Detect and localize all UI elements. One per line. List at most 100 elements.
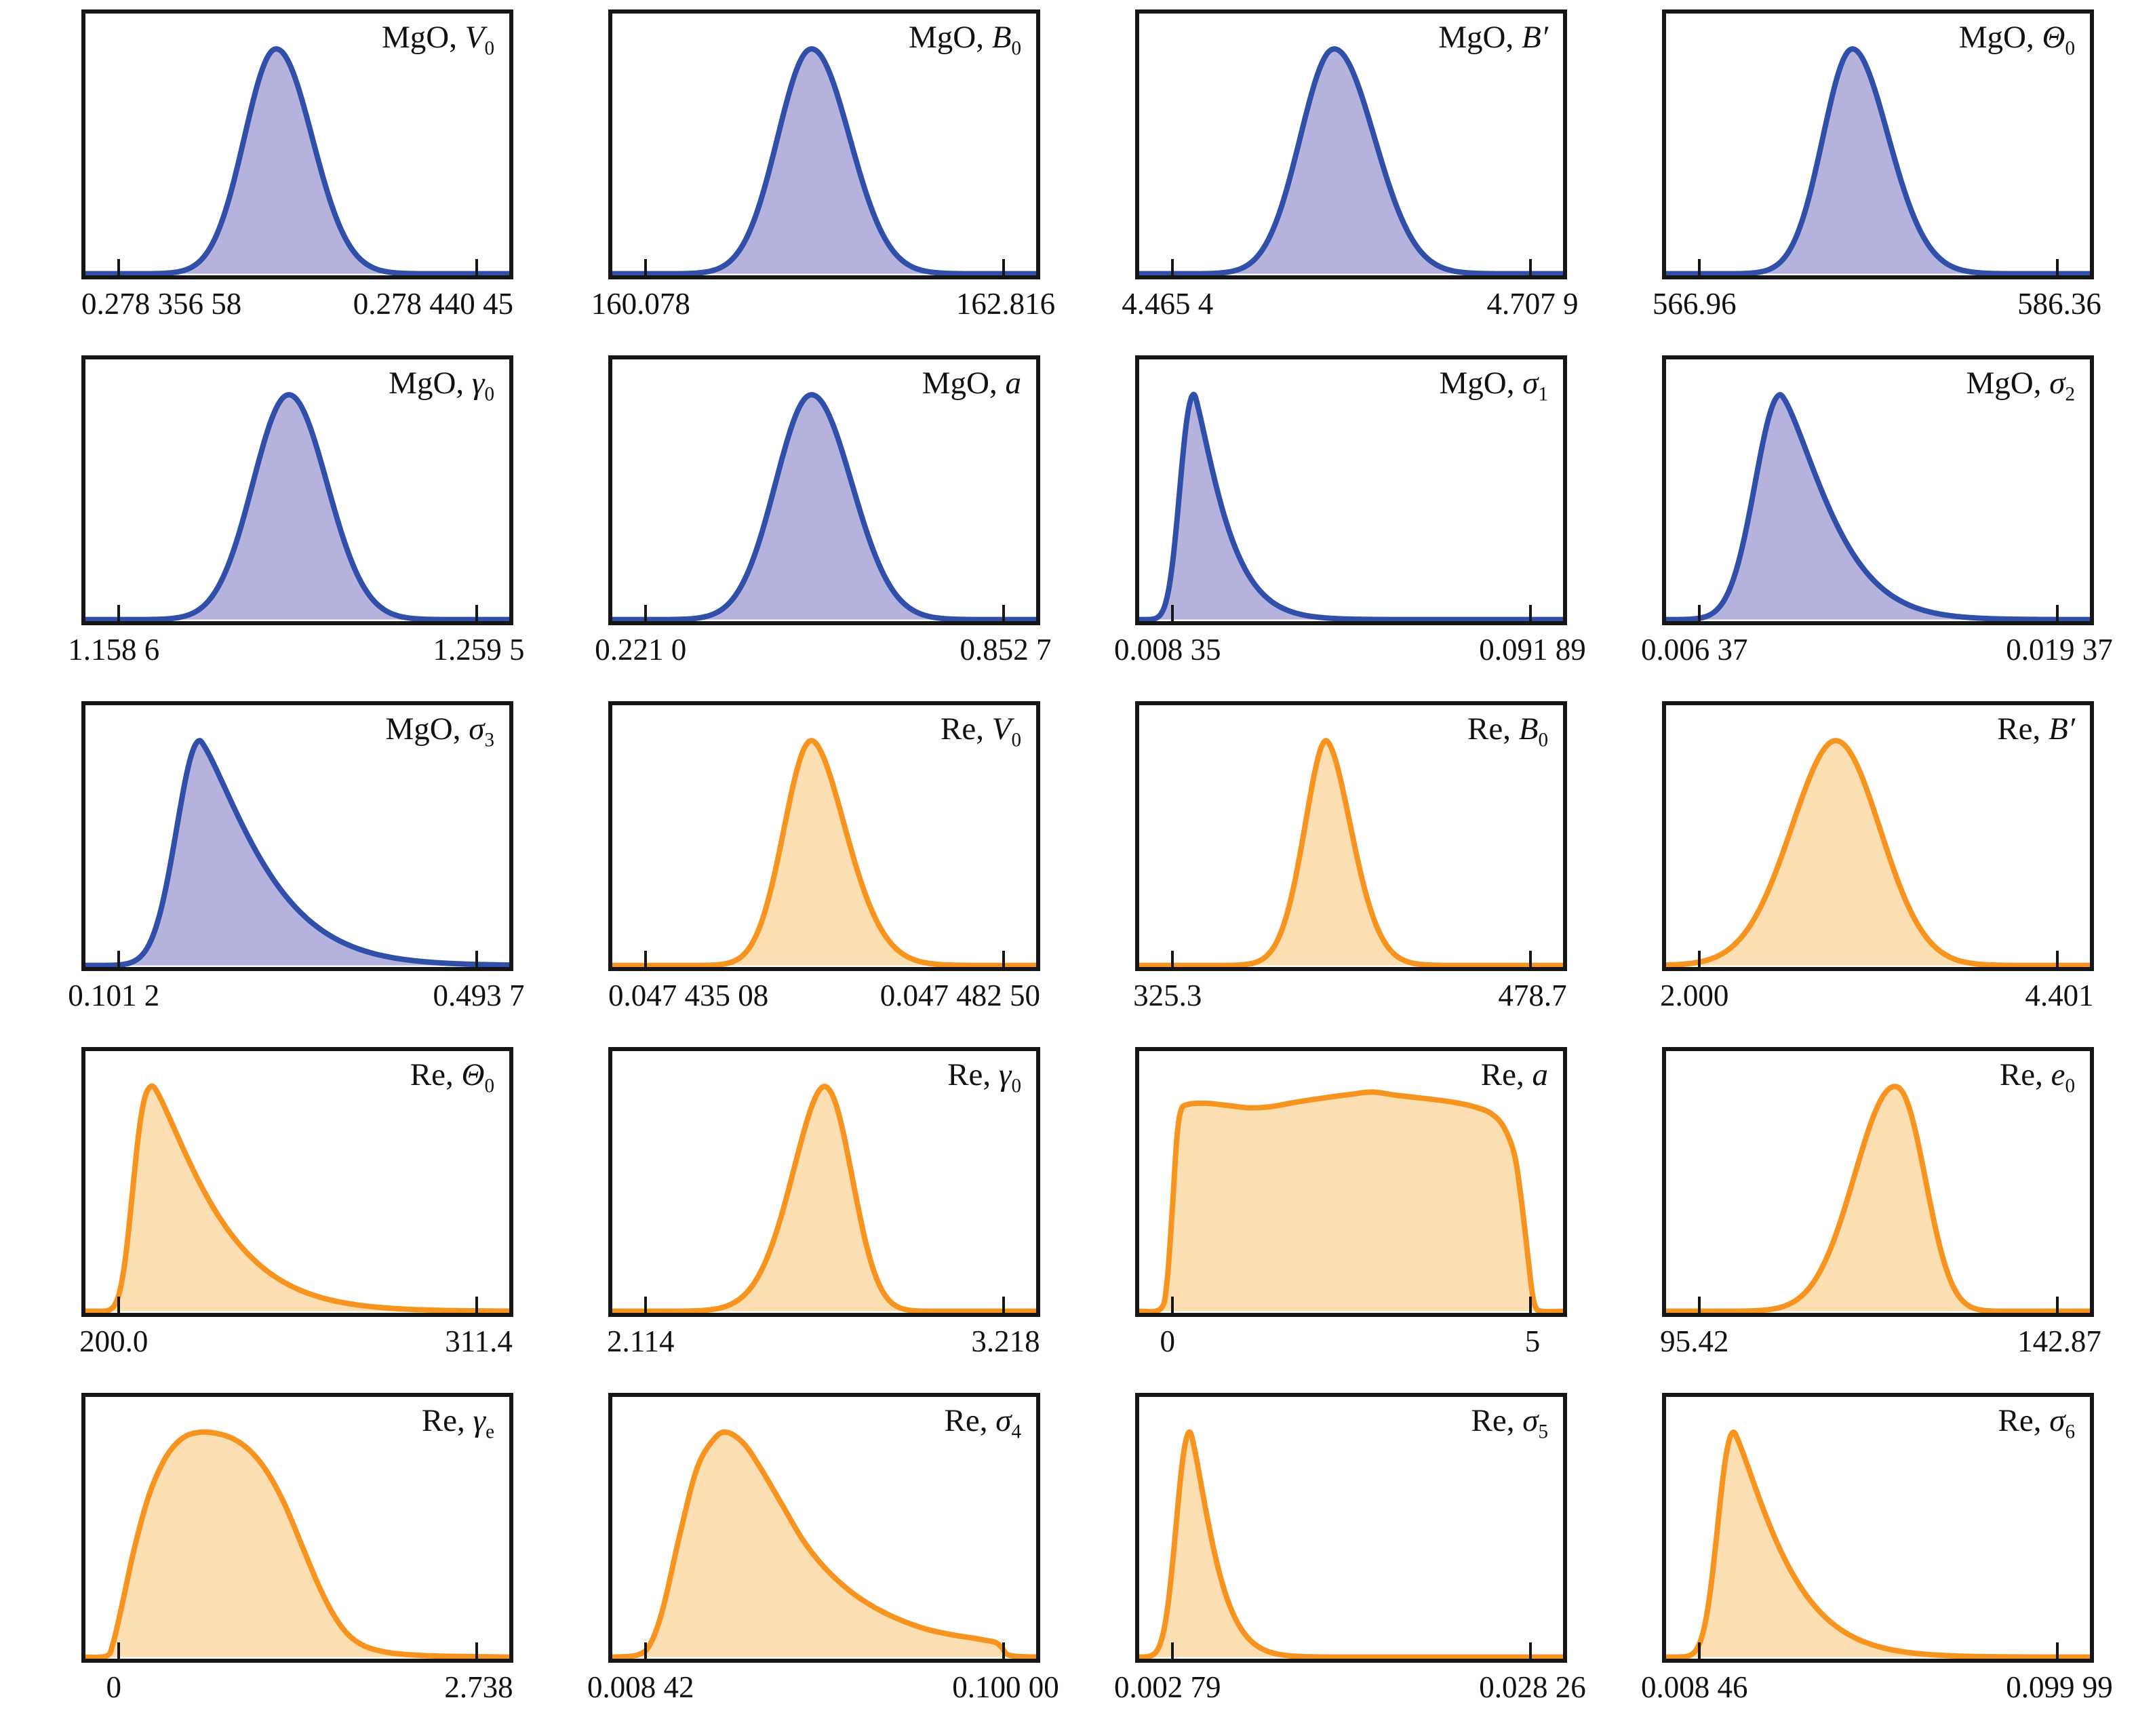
- panel-title-group: MgO: [1438, 20, 1506, 55]
- kde-area: [612, 49, 1036, 274]
- x-tick-right: [1002, 1642, 1005, 1659]
- x-axis-min-label: 200.0: [79, 1324, 149, 1358]
- panel-title-subscript: 0: [1011, 37, 1021, 60]
- density-panel-mgo-0: MgO, V0 0.278 356 58 0.278 440 45: [81, 9, 513, 334]
- x-axis-min-label: 0.221 0: [595, 633, 687, 667]
- panel-title-symbol: B: [991, 20, 1012, 55]
- panel-title: Re, γ0: [947, 1057, 1021, 1097]
- x-axis-min-label: 0.047 435 08: [608, 979, 769, 1012]
- x-axis-labels: 0.008 35 0.091 89: [1114, 632, 1586, 679]
- plot-frame: MgO, V0: [81, 9, 513, 279]
- panel-title: Re, σ5: [1471, 1403, 1548, 1443]
- panel-title-group: Re: [1998, 1403, 2034, 1438]
- x-tick-right: [475, 951, 478, 967]
- plot-frame: Re, e0: [1662, 1047, 2094, 1317]
- x-axis-max-label: 0.028 26: [1479, 1670, 1586, 1704]
- panel-title-subscript: 0: [1538, 729, 1548, 751]
- panel-title: Re, e0: [1999, 1057, 2075, 1097]
- kde-line: [1139, 741, 1563, 966]
- plot-frame: MgO, a: [608, 355, 1040, 625]
- panel-title-group: Re: [1997, 711, 2033, 747]
- x-tick-left: [1697, 1297, 1701, 1313]
- kde-plot: [1139, 359, 1563, 621]
- panel-title-group: MgO: [908, 20, 976, 55]
- kde-line: [612, 49, 1036, 274]
- x-tick-left: [644, 1642, 647, 1659]
- kde-area: [85, 1086, 509, 1311]
- density-panel-re-13: Re, γ0 2.114 3.218: [607, 1047, 1040, 1371]
- x-axis-max-label: 0.099 99: [2006, 1670, 2113, 1704]
- panel-title: MgO, σ1: [1439, 366, 1548, 406]
- plot-frame: Re, γe: [81, 1393, 513, 1663]
- x-axis-max-label: 3.218: [971, 1324, 1040, 1358]
- panel-title-group: Re: [410, 1057, 446, 1092]
- panel-title-group: Re: [421, 1403, 458, 1438]
- panel-title-symbol: σ: [1522, 1403, 1539, 1438]
- x-axis-labels: 160.078 162.816: [591, 286, 1056, 334]
- x-tick-right: [2056, 1297, 2059, 1313]
- x-axis-labels: 1.158 6 1.259 5: [68, 632, 524, 679]
- kde-line: [85, 741, 509, 966]
- kde-plot: [612, 1051, 1036, 1313]
- x-tick-left: [1170, 259, 1174, 275]
- x-tick-left: [117, 1297, 120, 1313]
- x-axis-max-label: 5: [1524, 1324, 1541, 1358]
- kde-line: [1139, 395, 1563, 620]
- kde-line: [1666, 395, 2090, 620]
- panel-title-subscript: 4: [1011, 1421, 1021, 1443]
- x-axis-max-label: 0.852 7: [960, 633, 1052, 667]
- density-panel-re-16: Re, γe 0 2.738: [81, 1393, 513, 1717]
- panel-title-subscript: e: [486, 1421, 494, 1443]
- kde-area: [1666, 741, 2090, 966]
- kde-line: [1666, 1086, 2090, 1311]
- kde-plot: [85, 1051, 509, 1313]
- x-tick-left: [644, 951, 647, 967]
- plot-frame: MgO, σ1: [1135, 355, 1567, 625]
- kde-plot: [85, 14, 509, 275]
- panel-title-subscript: 0: [1011, 729, 1021, 751]
- x-tick-right: [475, 1297, 478, 1313]
- x-tick-right: [1529, 259, 1532, 275]
- panel-title-subscript: 6: [2065, 1421, 2075, 1443]
- x-tick-left: [644, 605, 647, 621]
- kde-area: [612, 1432, 1036, 1657]
- kde-line: [612, 1086, 1036, 1311]
- x-axis-labels: 0.002 79 0.028 26: [1114, 1670, 1586, 1717]
- x-axis-min-label: 0.008 35: [1114, 633, 1221, 667]
- panel-title: Re, γe: [421, 1403, 494, 1443]
- kde-plot: [612, 359, 1036, 621]
- kde-plot: [1139, 1051, 1563, 1313]
- panel-title: MgO, Θ0: [1958, 20, 2075, 60]
- x-tick-right: [475, 1642, 478, 1659]
- panel-title-group: Re: [941, 711, 976, 747]
- plot-frame: MgO, σ3: [81, 701, 513, 971]
- x-axis-min-label: 0.278 356 58: [81, 287, 242, 321]
- x-tick-left: [1697, 259, 1701, 275]
- x-tick-right: [475, 605, 478, 621]
- x-tick-right: [2056, 605, 2059, 621]
- panel-title-subscript: 0: [484, 383, 494, 406]
- kde-plot: [1666, 359, 2090, 621]
- panel-title: Re, a: [1480, 1057, 1548, 1092]
- panel-title-symbol: a: [1005, 366, 1022, 401]
- kde-line: [612, 741, 1036, 966]
- kde-plot: [1666, 1397, 2090, 1659]
- plot-frame: MgO, B0: [608, 9, 1040, 279]
- panel-title-subscript: 1: [1538, 383, 1548, 406]
- density-panel-mgo-6: MgO, σ1 0.008 35 0.091 89: [1114, 355, 1586, 679]
- panel-title-subscript: 5: [1538, 1421, 1548, 1443]
- panel-title-symbol: Θ: [2042, 20, 2065, 55]
- kde-plot: [85, 705, 509, 967]
- panel-title-group: MgO: [922, 366, 989, 401]
- x-tick-right: [1529, 951, 1532, 967]
- x-axis-max-label: 1.259 5: [433, 633, 525, 667]
- density-panel-re-19: Re, σ6 0.008 46 0.099 99: [1641, 1393, 2113, 1717]
- x-axis-min-label: 160.078: [591, 287, 690, 321]
- plot-frame: Re, a: [1135, 1047, 1567, 1317]
- panel-title-subscript: 2: [2065, 383, 2075, 406]
- panel-title-group: Re: [944, 1403, 980, 1438]
- x-axis-min-label: 0.002 79: [1114, 1670, 1221, 1704]
- density-panel-re-17: Re, σ4 0.008 42 0.100 00: [587, 1393, 1059, 1717]
- plot-frame: Re, σ4: [608, 1393, 1040, 1663]
- x-tick-right: [1529, 1297, 1532, 1313]
